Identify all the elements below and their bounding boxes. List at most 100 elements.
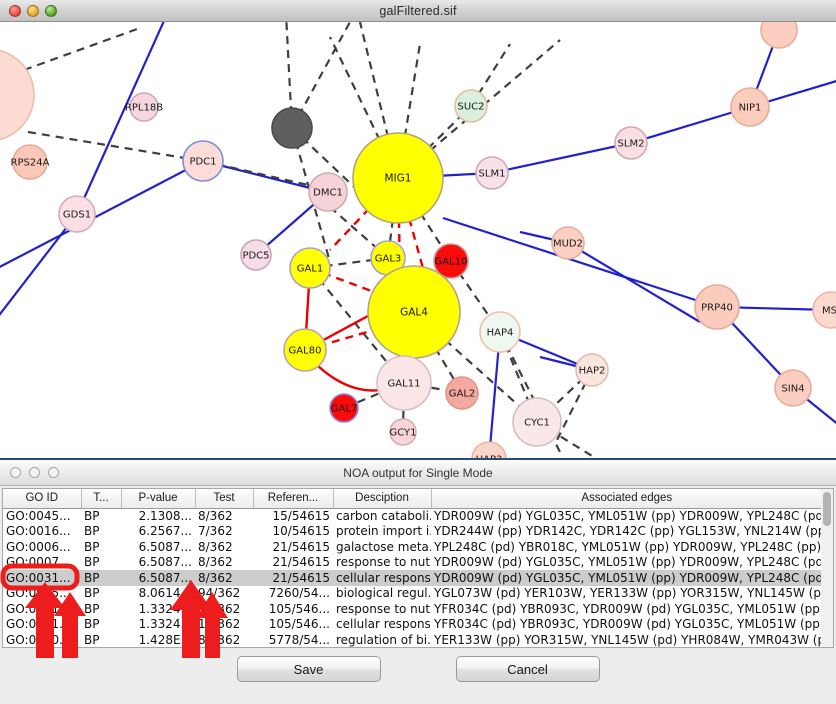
noa-zoom-button[interactable] <box>48 467 59 478</box>
table-row[interactable]: GO:0045... BP 2.1308... 8/362 15/54615 carbon… <box>3 508 822 524</box>
table-row[interactable]: GO:0006... BP 6.5087... 8/362 21/54615 galact… <box>3 539 822 555</box>
network-graph-svg[interactable]: RPL18BRPS24AGDS1PDC1PDC5DMC1MIG1SUC2SLM1… <box>0 22 836 458</box>
cell-edges: YDR009W (pd) YGL035C, YML051W (pp) YDR00… <box>434 509 822 523</box>
node-circle[interactable] <box>445 376 479 410</box>
network-node-gal1[interactable]: GAL1 <box>289 247 331 289</box>
network-node-gal2[interactable]: GAL2 <box>445 376 479 410</box>
node-circle[interactable] <box>433 243 469 279</box>
network-node-nip1[interactable]: NIP1 <box>730 87 770 127</box>
network-node-gal80[interactable]: GAL80 <box>283 328 327 372</box>
node-circle[interactable] <box>0 49 35 141</box>
noa-minimize-button[interactable] <box>29 467 40 478</box>
table-row[interactable]: GO:0065... BP 8.0614... 94/362 7260/54... bio… <box>3 586 822 602</box>
table-row[interactable]: GO:0031... BP 1.3324... 11/362 105/546... cel… <box>3 617 822 633</box>
node-circle[interactable] <box>575 353 609 387</box>
minimize-button[interactable] <box>27 4 39 17</box>
network-node-hap3[interactable]: HAP3 <box>471 441 507 458</box>
column-header-test[interactable]: Test <box>195 489 254 509</box>
node-circle[interactable] <box>774 369 812 407</box>
zoom-button[interactable] <box>45 4 57 17</box>
network-node-dmc1[interactable]: DMC1 <box>308 172 348 212</box>
network-node-prp40[interactable]: PRP40 <box>694 284 740 330</box>
node-circle[interactable] <box>283 328 327 372</box>
network-node-gds1[interactable]: GDS1 <box>58 195 96 233</box>
network-node-pdc1[interactable]: PDC1 <box>182 140 224 182</box>
cell-edges: YFR034C (pd) YBR093C, YDR009W (pd) YGL03… <box>434 601 822 616</box>
network-node-gal11[interactable]: GAL11 <box>376 355 432 411</box>
network-node-hap4[interactable]: HAP4 <box>479 311 521 353</box>
network-node-pdc5[interactable]: PDC5 <box>240 239 272 271</box>
column-header-type[interactable]: T... <box>81 489 122 509</box>
network-node-hap2[interactable]: HAP2 <box>575 353 609 387</box>
node-circle[interactable] <box>329 393 359 423</box>
table-row[interactable]: GO:0016... BP 6.2567... 7/362 10/54615 protei… <box>3 524 822 540</box>
cell-edges: YDR009W (pd) YGL035C, YML051W (pp) YDR00… <box>434 555 822 570</box>
column-header-p-value[interactable]: P-value <box>121 489 196 509</box>
noa-table-body[interactable]: GO:0045... BP 2.1308... 8/362 15/54615 carbon… <box>3 508 822 647</box>
node-circle[interactable] <box>479 311 521 353</box>
node-circle[interactable] <box>289 247 331 289</box>
network-node-mud2[interactable]: MUD2 <box>551 226 585 260</box>
cell-desc: galactose meta... <box>336 539 431 554</box>
node-circle[interactable] <box>614 126 648 160</box>
network-node-msi[interactable]: MSI <box>812 291 836 329</box>
node-circle[interactable] <box>694 284 740 330</box>
cell-desc: protein import i... <box>336 524 431 539</box>
column-header-go-id[interactable]: GO ID <box>3 489 82 509</box>
node-circle[interactable] <box>389 418 417 446</box>
close-button[interactable] <box>9 4 21 17</box>
cancel-button[interactable]: Cancel <box>455 656 600 682</box>
cell-t: BP <box>84 632 100 647</box>
noa-close-button[interactable] <box>10 467 21 478</box>
node-circle[interactable] <box>376 355 432 411</box>
node-circle[interactable] <box>129 92 159 122</box>
network-node-rps24a[interactable]: RPS24A <box>11 144 50 180</box>
node-circle[interactable] <box>182 140 224 182</box>
node-circle[interactable] <box>475 156 509 190</box>
node-circle[interactable] <box>471 441 507 458</box>
table-row[interactable]: GO:0050... BP 1.428E... 80/362 5778/54... reg… <box>3 632 822 647</box>
node-circle[interactable] <box>551 226 585 260</box>
cell-p: 1.3324... <box>138 617 192 632</box>
column-header-reference[interactable]: Referen... <box>253 489 334 509</box>
network-node-suc2[interactable]: SUC2 <box>454 89 488 123</box>
cell-p: 6.5087... <box>138 539 192 554</box>
network-node-unlabeled[interactable] <box>271 107 313 149</box>
network-node-slm2[interactable]: SLM2 <box>614 126 648 160</box>
scrollbar-thumb[interactable] <box>823 492 831 526</box>
table-row[interactable]: GO:0031... BP 1.3324... 11/362 105/546... res… <box>3 601 822 617</box>
network-node-mig1[interactable]: MIG1 <box>352 132 444 224</box>
network-node-gal4[interactable]: GAL4 <box>367 265 461 359</box>
save-button[interactable]: Save <box>236 656 381 682</box>
network-node-sin4[interactable]: SIN4 <box>774 369 812 407</box>
node-circle[interactable] <box>271 107 313 149</box>
cell-test: 94/362 <box>198 586 241 601</box>
cell-desc: response to nut... <box>336 555 431 570</box>
node-circle[interactable] <box>730 87 770 127</box>
network-node-cyc1[interactable]: CYC1 <box>512 397 562 447</box>
network-node-unlabeled[interactable] <box>0 49 35 141</box>
table-row[interactable]: GO:0007... BP 6.5087... 8/362 21/54615 respon… <box>3 555 822 571</box>
noa-table-vertical-scrollbar[interactable] <box>821 488 834 648</box>
node-circle[interactable] <box>367 265 461 359</box>
node-circle[interactable] <box>512 397 562 447</box>
network-node-gal7[interactable]: GAL7 <box>329 393 359 423</box>
node-circle[interactable] <box>760 22 798 49</box>
network-canvas[interactable]: RPL18B RPS24A GDS1 PDC1 PDC5 DMC1 MIG1 SUC2 SLM1… <box>0 22 836 458</box>
node-circle[interactable] <box>454 89 488 123</box>
noa-results-table[interactable]: GO ID T... P-value Test Referen... Desci… <box>3 489 822 647</box>
table-row[interactable]: GO:0031... BP 6.5087... 8/362 21/54615 cellul… <box>3 570 822 586</box>
node-circle[interactable] <box>308 172 348 212</box>
node-circle[interactable] <box>58 195 96 233</box>
column-header-associated-edges[interactable]: Associated edges <box>431 489 822 509</box>
noa-results-table-container[interactable]: GO ID T... P-value Test Referen... Desci… <box>2 488 834 648</box>
node-layer[interactable]: RPL18BRPS24AGDS1PDC1PDC5DMC1MIG1SUC2SLM1… <box>0 22 836 458</box>
node-circle[interactable] <box>12 144 48 180</box>
network-node-unlabeled[interactable] <box>760 22 798 49</box>
column-header-description[interactable]: Desciption <box>333 489 432 509</box>
network-node-gcy1[interactable]: GCY1 <box>389 418 417 446</box>
network-node-slm1[interactable]: SLM1 <box>475 156 509 190</box>
node-circle[interactable] <box>352 132 444 224</box>
node-circle[interactable] <box>240 239 272 271</box>
node-circle[interactable] <box>812 291 836 329</box>
